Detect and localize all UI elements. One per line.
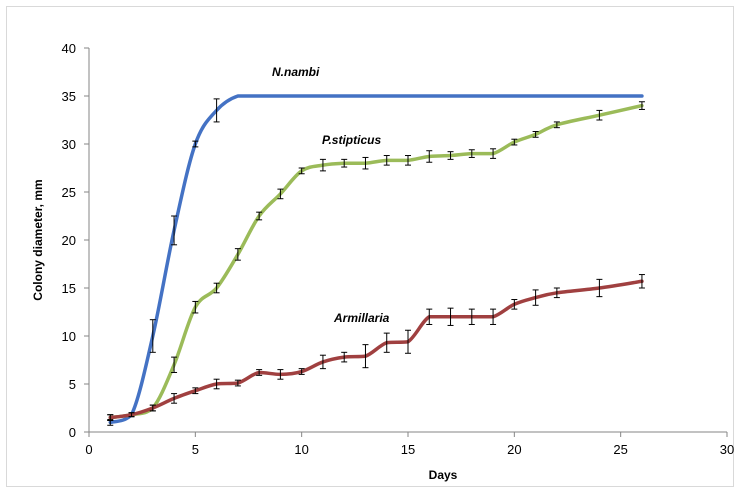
y-tick-label: 0 — [69, 425, 76, 440]
error-bar-p-stipticus — [319, 158, 326, 172]
error-bar-p-stipticus — [171, 356, 178, 373]
x-tick-label: 5 — [192, 442, 199, 457]
error-bar-p-stipticus — [638, 101, 645, 110]
error-bar-armillaria — [447, 307, 454, 326]
error-bar-armillaria — [532, 289, 539, 306]
error-bar-armillaria — [298, 368, 305, 375]
error-bar-p-stipticus — [532, 131, 539, 138]
x-tick-label: 20 — [507, 442, 521, 457]
error-bar-armillaria — [213, 378, 220, 390]
series-line-p-stipticus — [108, 103, 644, 420]
error-bar-n-nambi — [213, 98, 220, 123]
error-bar-n-nambi — [171, 215, 178, 246]
error-bar-armillaria — [383, 332, 390, 353]
error-bar-p-stipticus — [298, 167, 305, 175]
y-tick-label: 5 — [69, 377, 76, 392]
error-bar-armillaria — [234, 379, 241, 387]
error-bar-armillaria — [405, 329, 411, 354]
error-bar-p-stipticus — [234, 248, 241, 261]
y-tick-label: 20 — [62, 233, 76, 248]
error-bar-armillaria — [426, 308, 433, 325]
error-bar-p-stipticus — [341, 158, 348, 168]
series-label-n-nambi: N.nambi — [272, 65, 320, 79]
error-bar-p-stipticus — [596, 109, 603, 121]
series-label-armillaria: Armillaria — [333, 311, 390, 325]
error-bar-armillaria — [362, 344, 369, 369]
axes — [84, 47, 728, 437]
series-label-p-stipticus: P.stipticus — [322, 133, 381, 147]
y-tick-label: 10 — [62, 329, 76, 344]
error-bar-p-stipticus — [256, 211, 263, 221]
error-bar-p-stipticus — [192, 300, 199, 314]
error-bar-p-stipticus — [468, 149, 475, 158]
x-tick-label: 10 — [294, 442, 308, 457]
error-bar-p-stipticus — [426, 150, 433, 163]
y-tick-label: 15 — [62, 281, 76, 296]
x-tick-label: 0 — [85, 442, 92, 457]
error-bar-armillaria — [128, 412, 135, 418]
x-tick-label: 25 — [613, 442, 627, 457]
y-tick-label: 40 — [62, 41, 76, 56]
error-bar-p-stipticus — [277, 188, 284, 200]
error-bar-p-stipticus — [511, 138, 518, 146]
y-axis-title: Colony diameter, mm — [31, 179, 45, 300]
error-bar-armillaria — [638, 274, 645, 289]
error-bar-armillaria — [341, 351, 348, 363]
error-bar-p-stipticus — [362, 156, 369, 170]
error-bar-armillaria — [149, 404, 156, 412]
error-bar-armillaria — [107, 414, 114, 421]
x-axis-title: Days — [429, 468, 458, 482]
series-labels: N.nambi P.stipticus Armillaria — [272, 65, 390, 325]
error-bar-p-stipticus — [553, 121, 560, 129]
x-tick-label: 30 — [720, 442, 734, 457]
error-bar-armillaria — [277, 369, 284, 380]
y-tick-label: 25 — [62, 185, 76, 200]
error-bar-armillaria — [192, 387, 199, 395]
error-bar-p-stipticus — [447, 151, 454, 160]
error-bar-p-stipticus — [490, 148, 497, 159]
x-tick-label: 15 — [401, 442, 415, 457]
y-tick-label: 30 — [62, 137, 76, 152]
error-bar-armillaria — [596, 278, 603, 298]
error-bar-armillaria — [553, 287, 560, 299]
error-bar-armillaria — [468, 308, 475, 325]
error-bar-armillaria — [511, 299, 518, 310]
series-line-armillaria — [108, 279, 644, 420]
error-bar-n-nambi — [192, 140, 199, 148]
error-bar-armillaria — [256, 369, 263, 376]
error-bar-p-stipticus — [405, 155, 411, 166]
error-bar-p-stipticus — [213, 282, 220, 294]
error-bar-n-nambi — [149, 319, 156, 353]
error-bar-armillaria — [319, 354, 326, 370]
chart-frame — [6, 6, 734, 487]
y-tick-label: 35 — [62, 89, 76, 104]
error-bar-armillaria — [490, 308, 497, 325]
series-lines — [107, 94, 645, 426]
error-bar-p-stipticus — [383, 155, 390, 166]
error-bar-armillaria — [171, 393, 178, 404]
tick-labels: 0 5 10 15 20 25 30 35 40 0 5 10 15 20 25 30 — [62, 41, 735, 457]
